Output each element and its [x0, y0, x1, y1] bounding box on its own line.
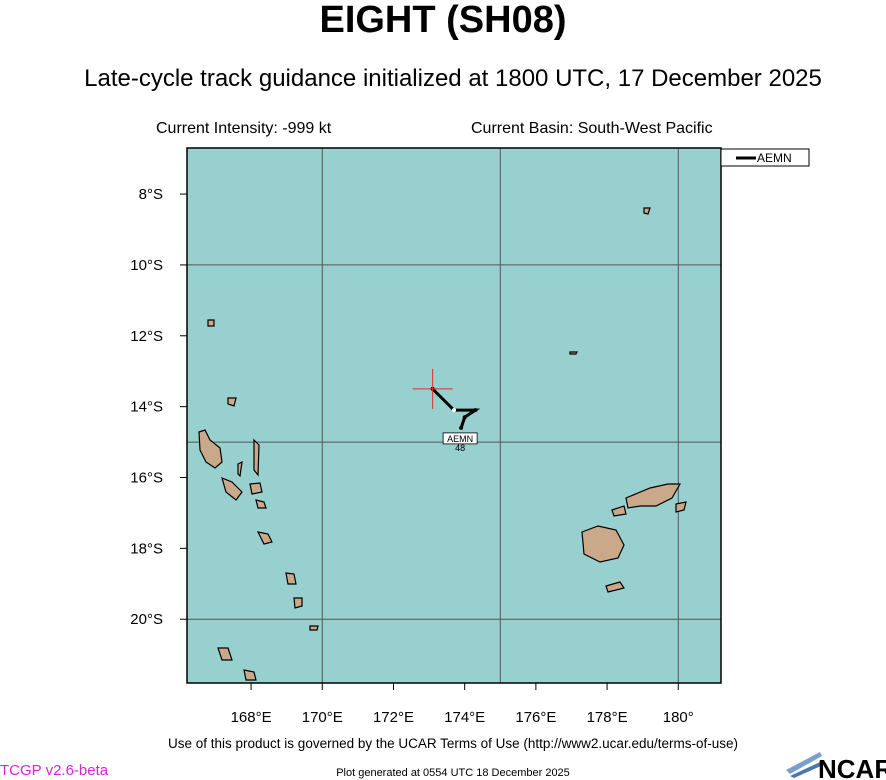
- x-tick-label: 178°E: [587, 709, 628, 726]
- ncar-logo: NCAR: [786, 752, 886, 780]
- legend-box: [720, 148, 810, 167]
- y-tick-label: 10°S: [130, 257, 163, 274]
- islands: [198, 207, 687, 681]
- track-point: [459, 425, 464, 430]
- track-point: [473, 408, 478, 413]
- intensity: Current Intensity: -999 kt: [156, 120, 332, 137]
- legend-label: AEMN: [757, 151, 792, 165]
- x-tick-label: 170°E: [302, 709, 343, 726]
- x-tick-label: 168°E: [231, 709, 272, 726]
- title: EIGHT (SH08): [319, 0, 566, 41]
- y-tick-label: 12°S: [130, 328, 163, 345]
- ocean: [187, 148, 721, 683]
- x-tick-label: 180°: [663, 709, 694, 726]
- subtitle: Late-cycle track guidance initialized at…: [84, 65, 822, 92]
- x-tick-label: 174°E: [444, 709, 485, 726]
- ncar: NCAR: [818, 754, 886, 780]
- map-frame: [186, 147, 722, 684]
- track-point: [452, 408, 456, 413]
- track-label: AEMN: [447, 434, 473, 444]
- y-tick-label: 20°S: [130, 611, 163, 628]
- x-tick-label: 176°E: [515, 709, 556, 726]
- track-end-label: 48: [455, 443, 465, 453]
- track-label-box: [442, 432, 478, 445]
- terms: Use of this product is governed by the U…: [168, 736, 738, 751]
- version: TCGP v2.6-beta: [0, 762, 109, 779]
- y-tick-label: 16°S: [130, 470, 163, 487]
- generated: Plot generated at 0554 UTC 18 December 2…: [336, 767, 570, 779]
- basin: Current Basin: South-West Pacific: [471, 120, 713, 137]
- y-tick-label: 8°S: [139, 186, 163, 203]
- y-tick-label: 18°S: [130, 540, 163, 557]
- x-tick-label: 172°E: [373, 709, 414, 726]
- track-point: [462, 415, 467, 420]
- y-tick-label: 14°S: [130, 399, 163, 416]
